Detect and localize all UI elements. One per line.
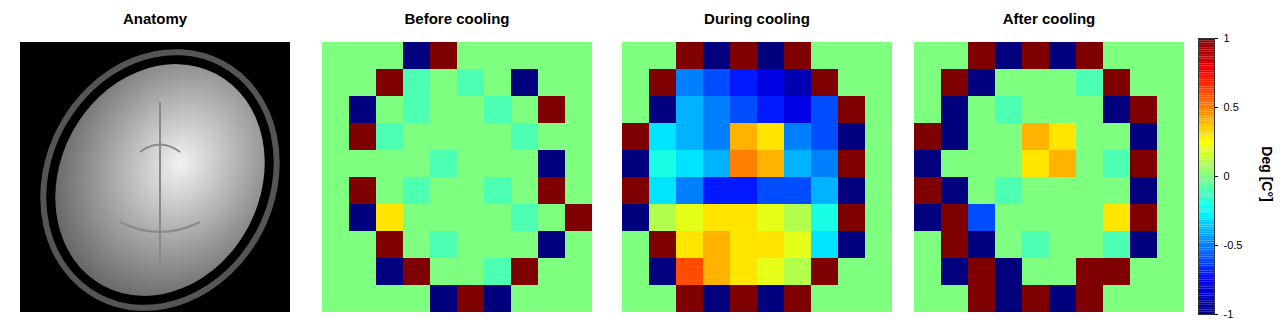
- svg-text:-0.5: -0.5: [1224, 239, 1243, 251]
- html-text:Before cooling: Before cooling: [404, 10, 510, 27]
- html-text:Anatomy: Anatomy: [122, 10, 188, 27]
- svg-text:-1: -1: [1224, 308, 1234, 320]
- html-text:After cooling: After cooling: [1002, 10, 1096, 27]
- svg-text:1: 1: [1224, 32, 1230, 44]
- svg-text:0: 0: [1224, 170, 1230, 182]
- svg-text:0.5: 0.5: [1224, 101, 1239, 113]
- html-text:During cooling: During cooling: [704, 10, 810, 27]
- html-text:Deg [C°]: Deg [C°]: [1259, 146, 1275, 202]
